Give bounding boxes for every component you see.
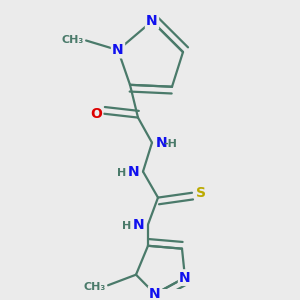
Text: H-: H- bbox=[117, 167, 131, 178]
Text: N: N bbox=[146, 14, 158, 28]
Text: H-: H- bbox=[122, 220, 136, 230]
Text: O: O bbox=[90, 107, 102, 121]
Text: S: S bbox=[196, 186, 206, 200]
Text: N: N bbox=[128, 165, 139, 178]
Text: N: N bbox=[149, 287, 161, 300]
Text: N: N bbox=[112, 43, 124, 57]
Text: CH₃: CH₃ bbox=[62, 35, 84, 46]
Text: CH₃: CH₃ bbox=[84, 282, 106, 292]
Text: N: N bbox=[132, 218, 144, 232]
Text: N: N bbox=[156, 136, 168, 150]
Text: -H: -H bbox=[163, 139, 177, 148]
Text: N: N bbox=[179, 271, 191, 285]
